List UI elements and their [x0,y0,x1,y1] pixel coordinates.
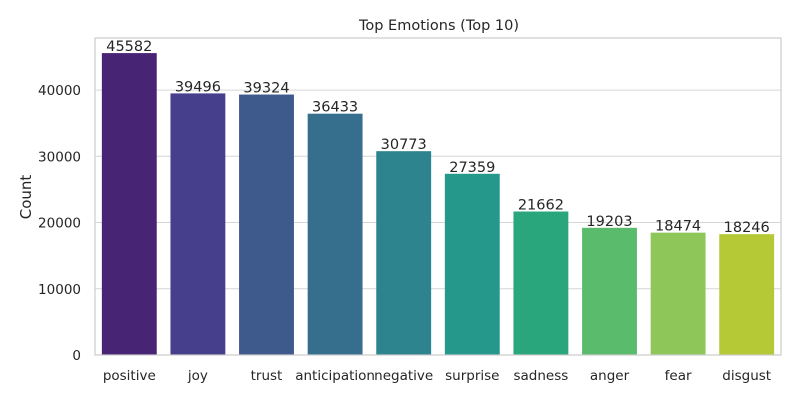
bar-value-label-anticipation: 36433 [312,100,358,116]
bar-joy [170,93,226,355]
bar-value-label-surprise: 27359 [449,160,495,176]
bar-value-label-negative: 30773 [381,137,427,153]
x-tick-labels: positive joy trust anticipation negative surp… [103,368,771,384]
x-tick-label-joy: joy [187,368,208,384]
plot-frame [94,37,782,356]
bar-anticipation [307,113,363,355]
bars [101,53,775,356]
x-tick-label-positive: positive [103,368,156,384]
bar-value-label-joy: 39496 [175,79,221,95]
bar-trust [239,94,294,355]
x-tick-label-disgust: disgust [722,368,771,384]
bar-value-label-fear: 18474 [655,219,701,235]
x-tick-label-anticipation: anticipation [295,368,375,384]
bar-anger [582,227,637,355]
x-tick-label-sadness: sadness [513,368,568,384]
bar-negative [376,151,432,355]
bar-value-label-disgust: 18246 [724,220,770,236]
bar-value-label-trust: 39324 [243,81,289,97]
y-tick-labels: 0 10000 20000 30000 40000 [38,83,81,364]
bar-value-labels: 45582 39496 39324 36433 30773 27359 21662 19203… [106,39,770,236]
bar-sadness [513,211,569,355]
x-tick-label-trust: trust [251,368,283,384]
y-tick-label: 30000 [38,149,81,165]
y-axis-label: Count [17,175,35,220]
x-tick-label-surprise: surprise [445,368,499,384]
chart-title: Top Emotions (Top 10) [358,18,519,34]
bar-surprise [444,173,500,355]
bar-value-label-anger: 19203 [586,214,632,230]
x-tick-label-fear: fear [665,368,692,384]
y-tick-label: 10000 [38,282,81,298]
bar-positive [101,53,157,356]
y-tick-label: 40000 [38,83,81,99]
y-tick-label: 20000 [38,216,81,232]
bar-fear [650,232,706,355]
bar-disgust [719,234,775,355]
x-tick-label-negative: negative [374,368,433,384]
x-tick-label-anger: anger [590,368,630,384]
bar-value-label-sadness: 21662 [518,198,564,214]
bar-value-label-positive: 45582 [106,39,152,55]
y-tick-label: 0 [72,348,81,364]
